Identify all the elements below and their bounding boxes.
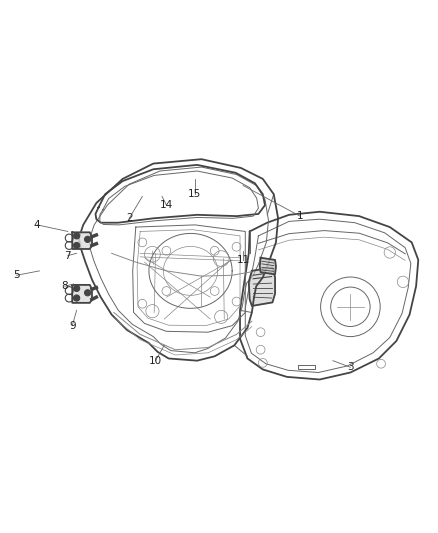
Polygon shape bbox=[260, 258, 276, 274]
Text: 7: 7 bbox=[64, 251, 71, 261]
Circle shape bbox=[85, 290, 91, 296]
Text: 8: 8 bbox=[61, 281, 68, 291]
Text: 11: 11 bbox=[237, 255, 250, 265]
Text: 14: 14 bbox=[160, 200, 173, 210]
Circle shape bbox=[74, 233, 80, 239]
Text: 5: 5 bbox=[13, 270, 20, 280]
Text: 1: 1 bbox=[297, 211, 304, 221]
Circle shape bbox=[74, 295, 80, 301]
Circle shape bbox=[74, 285, 80, 292]
Polygon shape bbox=[249, 268, 275, 306]
Text: 2: 2 bbox=[126, 213, 133, 223]
Text: 3: 3 bbox=[347, 362, 354, 372]
Text: 4: 4 bbox=[34, 220, 41, 230]
Polygon shape bbox=[72, 285, 92, 303]
Text: 15: 15 bbox=[188, 189, 201, 199]
Text: 9: 9 bbox=[69, 321, 76, 330]
Polygon shape bbox=[72, 232, 92, 249]
Circle shape bbox=[85, 236, 91, 243]
Circle shape bbox=[74, 243, 80, 248]
Text: 10: 10 bbox=[149, 356, 162, 366]
